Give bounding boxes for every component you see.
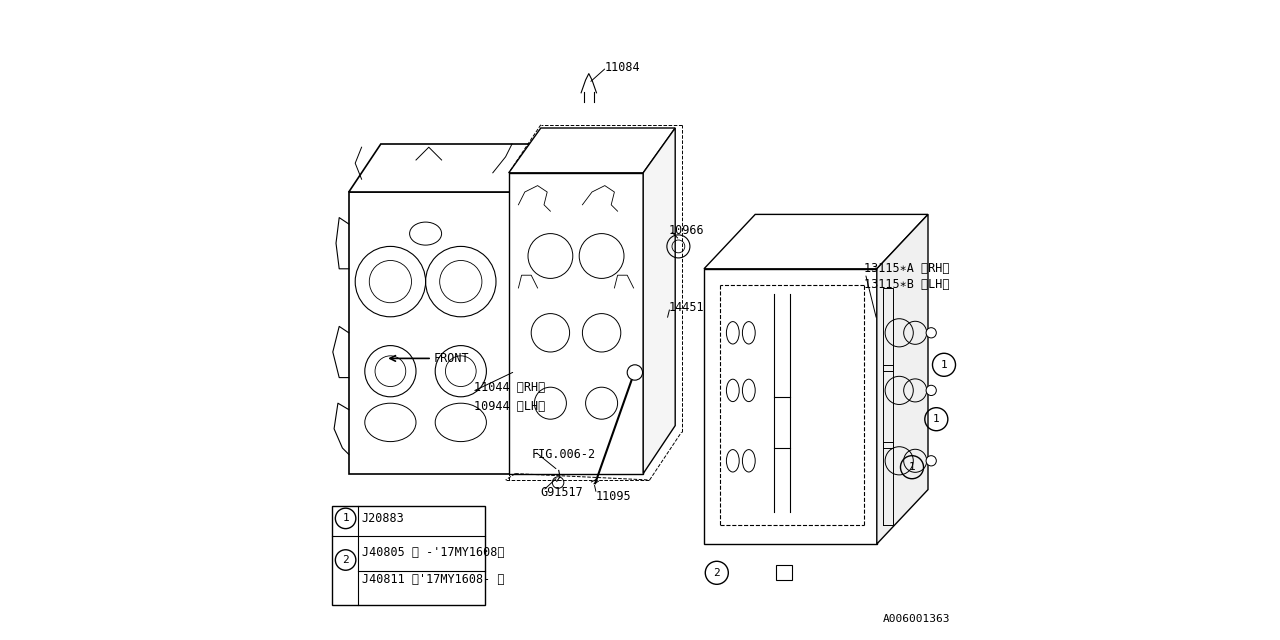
Text: 14451: 14451 [668, 301, 704, 314]
Polygon shape [508, 173, 644, 474]
Text: J20883: J20883 [362, 512, 404, 525]
Text: 1: 1 [909, 462, 915, 472]
Circle shape [927, 456, 937, 466]
Circle shape [927, 328, 937, 338]
Text: 2: 2 [713, 568, 721, 578]
Text: A006001363: A006001363 [883, 614, 950, 624]
Text: 1: 1 [933, 414, 940, 424]
FancyBboxPatch shape [332, 506, 485, 605]
Polygon shape [704, 214, 928, 269]
Polygon shape [508, 128, 676, 173]
Text: 1: 1 [941, 360, 947, 370]
Text: FRONT: FRONT [434, 352, 470, 365]
Text: 11095: 11095 [595, 490, 631, 502]
Text: 10966: 10966 [668, 224, 704, 237]
Polygon shape [704, 269, 877, 544]
Text: 13115∗B 〈LH〉: 13115∗B 〈LH〉 [864, 278, 950, 291]
Text: 11084: 11084 [604, 61, 640, 74]
Polygon shape [516, 144, 548, 474]
Circle shape [927, 385, 937, 396]
Text: 2: 2 [342, 555, 349, 565]
Text: 1: 1 [342, 513, 349, 524]
Text: 11044 〈RH〉: 11044 〈RH〉 [474, 381, 545, 394]
Text: J40811 〈'17MY1608- 〉: J40811 〈'17MY1608- 〉 [362, 573, 504, 586]
Text: 10944 〈LH〉: 10944 〈LH〉 [474, 400, 545, 413]
Polygon shape [644, 128, 676, 474]
Text: FIG.006-2: FIG.006-2 [531, 448, 595, 461]
Text: 13115∗A 〈RH〉: 13115∗A 〈RH〉 [864, 262, 950, 275]
Polygon shape [348, 192, 516, 474]
Text: J40805 〈 -'17MY1608〉: J40805 〈 -'17MY1608〉 [362, 546, 504, 559]
Text: G91517: G91517 [540, 486, 584, 499]
Circle shape [627, 365, 643, 380]
Polygon shape [348, 144, 548, 192]
Polygon shape [877, 214, 928, 544]
